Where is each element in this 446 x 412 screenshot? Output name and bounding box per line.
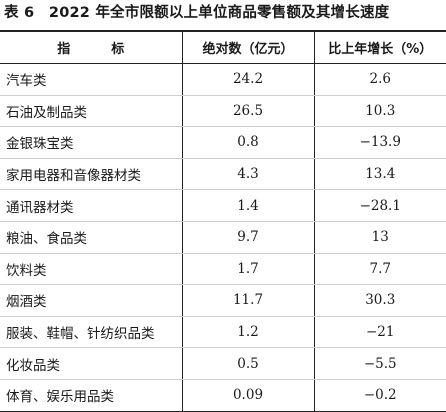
table-row: 金银珠宝类 0.8 −13.9 [0, 126, 446, 159]
absolute-value-cell: 4.3 [181, 158, 314, 191]
table-title: 表 6 2022 年全市限额以上单位商品零售额及其增长速度 [4, 5, 390, 21]
absolute-value-cell: 24.2 [181, 63, 314, 96]
category-cell: 金银珠宝类 [0, 126, 182, 159]
category-cell: 体育、娱乐用品类 [0, 379, 182, 412]
table-row: 家用电器和音像器材类 4.3 13.4 [0, 158, 446, 191]
category-cell: 汽车类 [0, 63, 182, 96]
growth-rate-cell: −13.9 [313, 126, 446, 159]
category-cell: 饮料类 [0, 253, 182, 286]
growth-rate-cell: −0.2 [313, 379, 446, 412]
absolute-value-cell: 0.09 [181, 379, 314, 412]
category-cell: 通讯器材类 [0, 189, 182, 222]
table-row: 通讯器材类 1.4 −28.1 [0, 189, 446, 222]
table-row: 汽车类 24.2 2.6 [0, 63, 446, 96]
category-cell: 粮油、食品类 [0, 221, 182, 254]
header-indicator: 指 标 [0, 30, 182, 64]
table-row: 石油及制品类 26.5 10.3 [0, 95, 446, 128]
absolute-value-cell: 26.5 [181, 95, 314, 128]
growth-rate-cell: −5.5 [313, 347, 446, 380]
growth-rate-cell: 7.7 [313, 253, 446, 286]
growth-rate-cell: 13 [313, 221, 446, 254]
header-absolute-value: 绝对数（亿元） [181, 30, 314, 64]
growth-rate-cell: 13.4 [313, 158, 446, 191]
absolute-value-cell: 1.7 [181, 253, 314, 286]
table-row: 服装、鞋帽、针纺织品类 1.2 −21 [0, 316, 446, 349]
category-cell: 石油及制品类 [0, 95, 182, 128]
absolute-value-cell: 9.7 [181, 221, 314, 254]
absolute-value-cell: 1.2 [181, 316, 314, 349]
table-header: 指 标 绝对数（亿元） 比上年增长（%） [0, 30, 446, 64]
absolute-value-cell: 1.4 [181, 189, 314, 222]
category-cell: 化妆品类 [0, 347, 182, 380]
growth-rate-cell: −21 [313, 316, 446, 349]
table-row: 化妆品类 0.5 −5.5 [0, 347, 446, 380]
retail-sales-table-page: 表 6 2022 年全市限额以上单位商品零售额及其增长速度 指 标 绝对数（亿元… [0, 5, 446, 412]
header-growth-rate: 比上年增长（%） [313, 30, 446, 64]
growth-rate-cell: −28.1 [313, 189, 446, 222]
growth-rate-cell: 10.3 [313, 95, 446, 128]
table-row: 粮油、食品类 9.7 13 [0, 221, 446, 254]
category-cell: 烟酒类 [0, 284, 182, 317]
table-row: 饮料类 1.7 7.7 [0, 253, 446, 286]
growth-rate-cell: 2.6 [313, 63, 446, 96]
table-row: 体育、娱乐用品类 0.09 −0.2 [0, 379, 446, 412]
growth-rate-cell: 30.3 [313, 284, 446, 317]
table-body: 汽车类 24.2 2.6 石油及制品类 26.5 10.3 金银珠宝类 0.8 −13.9 家用电… [0, 63, 446, 412]
header-row: 指 标 绝对数（亿元） 比上年增长（%） [0, 30, 446, 64]
category-cell: 服装、鞋帽、针纺织品类 [0, 316, 182, 349]
retail-sales-table: 指 标 绝对数（亿元） 比上年增长（%） 汽车类 24.2 2.6 石油及制品类 26.… [0, 30, 446, 412]
category-cell: 家用电器和音像器材类 [0, 158, 182, 191]
absolute-value-cell: 0.8 [181, 126, 314, 159]
absolute-value-cell: 11.7 [181, 284, 314, 317]
table-row: 烟酒类 11.7 30.3 [0, 284, 446, 317]
absolute-value-cell: 0.5 [181, 347, 314, 380]
